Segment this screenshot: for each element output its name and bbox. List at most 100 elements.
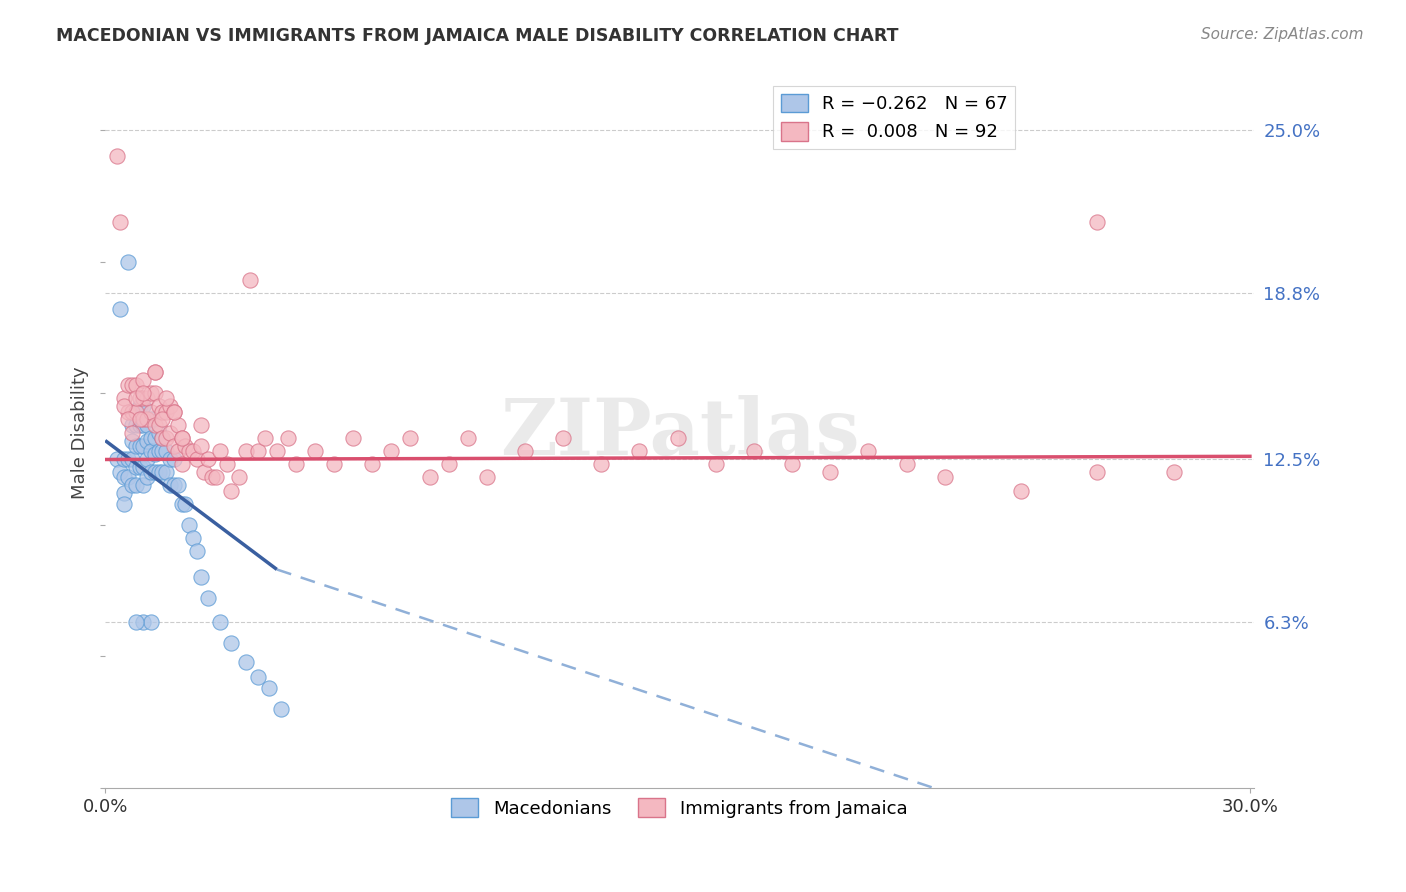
Point	[228, 470, 250, 484]
Point	[132, 459, 155, 474]
Point	[132, 392, 155, 406]
Point	[121, 404, 143, 418]
Point	[186, 544, 208, 558]
Point	[132, 412, 155, 426]
Point	[858, 444, 880, 458]
Point	[125, 615, 148, 629]
Point	[152, 404, 174, 418]
Point	[152, 431, 174, 445]
Point	[139, 431, 162, 445]
Point	[1163, 465, 1185, 479]
Point	[112, 486, 135, 500]
Point	[117, 254, 139, 268]
Point	[139, 465, 162, 479]
Point	[121, 425, 143, 440]
Point	[437, 457, 460, 471]
Point	[125, 478, 148, 492]
Point	[190, 570, 212, 584]
Point	[143, 365, 166, 379]
Point	[742, 444, 765, 458]
Point	[259, 681, 281, 695]
Point	[179, 444, 201, 458]
Point	[143, 417, 166, 432]
Point	[155, 404, 177, 418]
Point	[143, 447, 166, 461]
Point	[818, 465, 841, 479]
Point	[112, 392, 135, 406]
Point	[117, 452, 139, 467]
Point	[125, 439, 148, 453]
Point	[105, 452, 128, 467]
Point	[170, 497, 193, 511]
Point	[136, 412, 159, 426]
Point	[166, 417, 188, 432]
Point	[246, 444, 269, 458]
Point	[139, 386, 162, 401]
Point	[139, 412, 162, 426]
Point	[270, 702, 292, 716]
Point	[704, 457, 727, 471]
Point	[179, 517, 201, 532]
Point	[181, 444, 204, 458]
Point	[186, 452, 208, 467]
Point	[155, 444, 177, 458]
Point	[217, 457, 239, 471]
Point	[277, 431, 299, 445]
Point	[201, 470, 224, 484]
Point	[132, 478, 155, 492]
Point	[121, 452, 143, 467]
Point	[110, 215, 132, 229]
Point	[190, 417, 212, 432]
Point	[143, 365, 166, 379]
Point	[193, 465, 215, 479]
Point	[628, 444, 651, 458]
Point	[112, 400, 135, 414]
Point	[117, 470, 139, 484]
Point	[148, 417, 170, 432]
Point	[666, 431, 689, 445]
Point	[105, 149, 128, 163]
Point	[155, 431, 177, 445]
Point	[219, 636, 242, 650]
Point	[170, 431, 193, 445]
Point	[239, 273, 262, 287]
Point	[1010, 483, 1032, 498]
Point	[121, 378, 143, 392]
Point	[780, 457, 803, 471]
Point	[361, 457, 384, 471]
Point	[121, 434, 143, 448]
Point	[112, 452, 135, 467]
Point	[323, 457, 346, 471]
Point	[139, 444, 162, 458]
Point	[551, 431, 574, 445]
Text: MACEDONIAN VS IMMIGRANTS FROM JAMAICA MALE DISABILITY CORRELATION CHART: MACEDONIAN VS IMMIGRANTS FROM JAMAICA MA…	[56, 27, 898, 45]
Point	[117, 378, 139, 392]
Point	[513, 444, 536, 458]
Point	[170, 457, 193, 471]
Point	[419, 470, 441, 484]
Point	[136, 392, 159, 406]
Point	[148, 465, 170, 479]
Point	[380, 444, 402, 458]
Point	[112, 497, 135, 511]
Point	[159, 425, 181, 440]
Point	[139, 404, 162, 418]
Point	[128, 392, 150, 406]
Point	[163, 404, 186, 418]
Point	[934, 470, 956, 484]
Point	[163, 478, 186, 492]
Point	[143, 465, 166, 479]
Point	[208, 615, 231, 629]
Point	[591, 457, 613, 471]
Point	[125, 404, 148, 418]
Point	[117, 404, 139, 418]
Point	[128, 412, 150, 426]
Point	[148, 425, 170, 440]
Point	[121, 417, 143, 432]
Point	[121, 478, 143, 492]
Point	[163, 452, 186, 467]
Point	[117, 412, 139, 426]
Point	[1085, 465, 1108, 479]
Point	[159, 400, 181, 414]
Point	[132, 615, 155, 629]
